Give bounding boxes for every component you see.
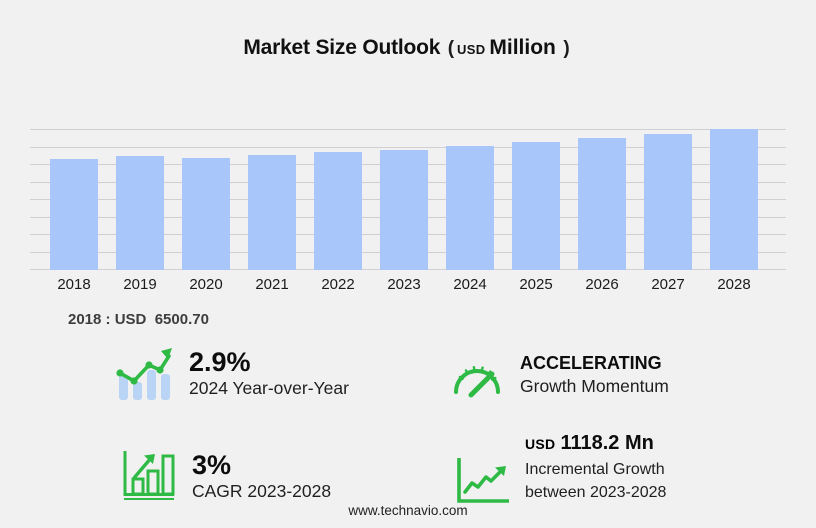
gridline	[30, 129, 786, 130]
incremental-currency: USD	[525, 436, 556, 452]
x-label-2024: 2024	[453, 276, 487, 293]
bar-2026	[578, 138, 626, 270]
chart-title-main: Market Size Outlook	[243, 36, 441, 59]
chart-title: Market Size Outlook (USD Million )	[0, 36, 816, 60]
chart-title-paren-open: (	[447, 38, 455, 59]
stat-momentum: ACCELERATING Growth Momentum	[449, 352, 669, 409]
yoy-value: 2.9%	[189, 347, 251, 377]
bar-growth-arrow-icon	[123, 451, 175, 500]
bar-2023	[380, 149, 428, 270]
x-label-2026: 2026	[585, 276, 619, 293]
base-year-value-callout: 2018 : USD 6500.70	[68, 311, 209, 328]
bar-2019	[116, 155, 164, 270]
yoy-label: 2024 Year-over-Year	[189, 378, 349, 398]
x-label-2022: 2022	[321, 276, 355, 293]
momentum-value: ACCELERATING	[520, 353, 662, 373]
bar-2020	[182, 158, 230, 270]
bar-trend-arrow-icon	[116, 348, 172, 400]
cagr-label: CAGR 2023-2028	[192, 481, 332, 501]
x-label-2028: 2028	[717, 276, 751, 293]
x-label-2025: 2025	[519, 276, 553, 293]
stat-incremental-growth: USD 1118.2 Mn Incremental Growth between …	[455, 432, 666, 506]
bar-2027	[644, 133, 692, 270]
x-label-2021: 2021	[255, 276, 289, 293]
x-label-2027: 2027	[651, 276, 685, 293]
footer-url: www.technavio.com	[348, 503, 468, 518]
stat-cagr: 3% CAGR 2023-2028	[121, 448, 331, 503]
x-label-2018: 2018	[57, 276, 91, 293]
x-label-2020: 2020	[189, 276, 223, 293]
chart-title-unit: Million	[489, 36, 556, 59]
stat-yoy: 2.9% 2024 Year-over-Year	[112, 346, 349, 402]
plot-area	[30, 129, 786, 270]
incremental-label-line2: between 2023-2028	[525, 483, 667, 501]
gridline	[30, 146, 786, 148]
bar-2028	[710, 129, 758, 270]
bar-2021	[248, 155, 296, 270]
bar-2025	[512, 141, 560, 270]
momentum-label: Growth Momentum	[520, 376, 669, 396]
chart-title-currency: USD	[457, 42, 486, 57]
cagr-value: 3%	[192, 450, 232, 480]
x-axis-labels: 2018 2019 2020 2021 2022 2023 2024 2025 2026 2027…	[30, 276, 786, 296]
bar-2024	[446, 146, 494, 270]
speedometer-icon	[454, 365, 500, 398]
chart-title-paren-close: )	[563, 38, 570, 59]
incremental-value: 1118.2 Mn	[560, 432, 654, 454]
incremental-label-line1: Incremental Growth	[525, 461, 665, 478]
incremental-value-line: USD 1118.2 Mn	[525, 432, 666, 455]
x-label-2019: 2019	[123, 276, 157, 293]
bar-2022	[314, 152, 362, 270]
x-label-2023: 2023	[387, 276, 421, 293]
bar-2018	[50, 159, 98, 270]
line-growth-icon	[457, 458, 509, 503]
